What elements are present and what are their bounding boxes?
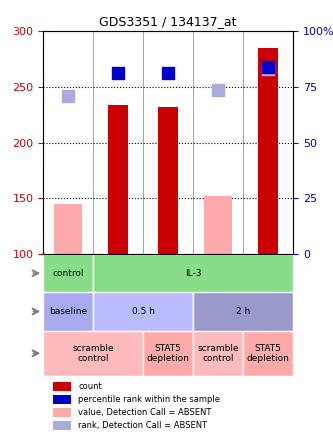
Text: rank, Detection Call = ABSENT: rank, Detection Call = ABSENT	[78, 421, 207, 430]
Text: control: control	[53, 269, 84, 278]
Text: value, Detection Call = ABSENT: value, Detection Call = ABSENT	[78, 408, 212, 417]
Point	[215, 87, 221, 94]
Bar	[53, 421, 71, 430]
Bar	[93, 254, 293, 292]
Text: STAT5
depletion: STAT5 depletion	[247, 344, 289, 363]
Point	[66, 92, 71, 99]
Text: baseline: baseline	[49, 307, 87, 316]
Bar	[108, 105, 128, 254]
Text: percentile rank within the sample: percentile rank within the sample	[78, 395, 220, 404]
Bar	[54, 204, 82, 254]
Text: scramble
control: scramble control	[73, 344, 114, 363]
Text: count: count	[78, 382, 102, 391]
Title: GDS3351 / 134137_at: GDS3351 / 134137_at	[100, 16, 237, 28]
Text: scramble
control: scramble control	[197, 344, 239, 363]
Bar	[53, 395, 71, 404]
Bar	[193, 292, 293, 331]
Point	[265, 63, 271, 70]
Bar	[53, 382, 71, 391]
Bar	[204, 196, 232, 254]
Text: 0.5 h: 0.5 h	[132, 307, 155, 316]
Bar	[193, 331, 243, 376]
Bar	[53, 408, 71, 417]
Bar	[43, 292, 93, 331]
Bar	[43, 254, 93, 292]
Bar	[158, 107, 178, 254]
Text: 2 h: 2 h	[236, 307, 250, 316]
Bar	[143, 331, 193, 376]
Bar	[43, 331, 143, 376]
Text: IL-3: IL-3	[185, 269, 201, 278]
Point	[265, 65, 271, 72]
Bar	[258, 48, 278, 254]
Bar	[243, 331, 293, 376]
Bar	[93, 292, 193, 331]
Point	[116, 70, 121, 77]
Point	[166, 70, 171, 77]
Text: STAT5
depletion: STAT5 depletion	[147, 344, 189, 363]
